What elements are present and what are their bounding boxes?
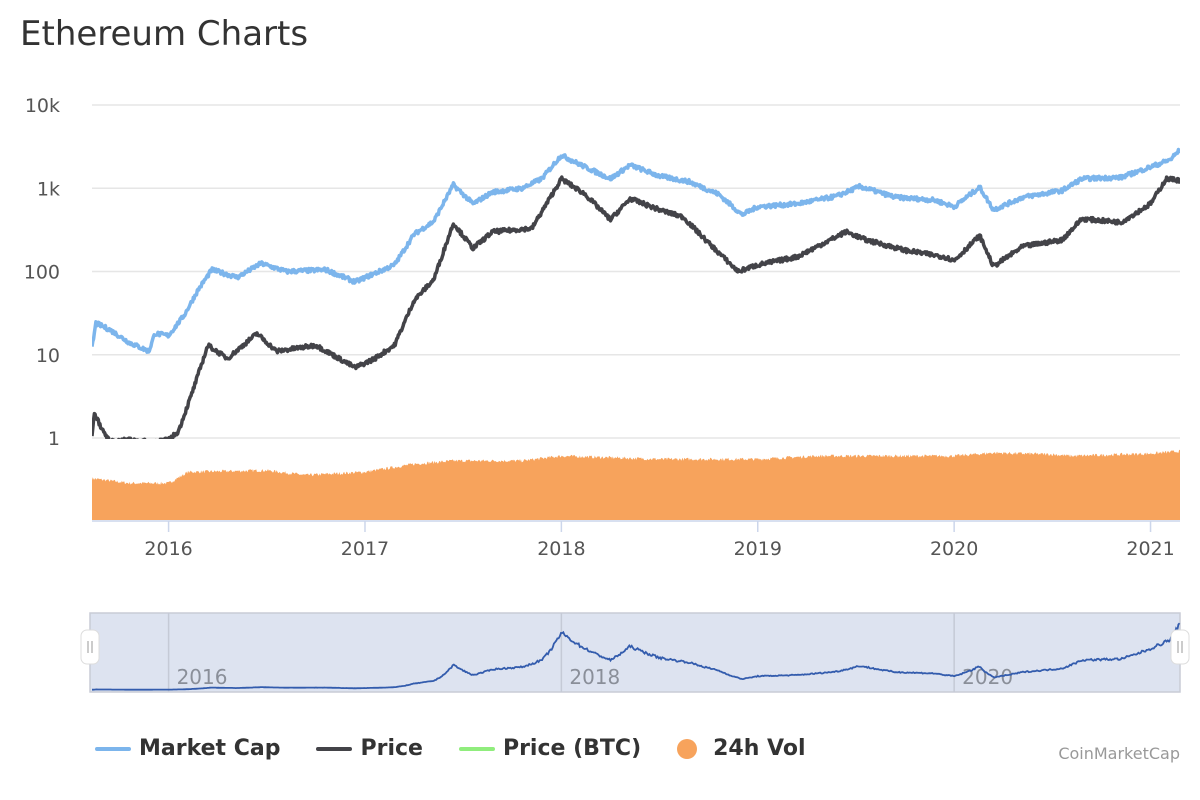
x-tick-label: 2019 [734,538,782,560]
legend: Market Cap Price Price (BTC) 24h Vol [95,736,842,761]
legend-swatch [316,746,353,751]
legend-swatch [95,746,131,751]
series-line-price [92,175,1180,439]
navigator-label: 2016 [177,665,228,689]
x-tick-label: 2020 [930,538,978,560]
legend-swatch [677,738,698,759]
handle-body [80,629,100,665]
y-tick-label: 1 [48,428,60,450]
navigator-handle-right[interactable] [1170,629,1190,665]
y-tick-label: 10k [25,95,60,117]
navigator-handle-left[interactable] [80,629,100,665]
legend-label: Price (BTC) [502,736,642,761]
series-line-market-cap [92,147,1180,354]
x-tick-label: 2017 [341,538,389,560]
legend-swatch [458,746,495,751]
navigator-label: 2018 [569,665,620,689]
legend-item-24h-vol[interactable]: 24h Vol [677,736,806,761]
chart-title: Ethereum Charts [20,14,309,54]
handle-body [1170,629,1190,665]
legend-item-price-btc[interactable]: Price (BTC) [458,736,642,761]
credits-link[interactable]: CoinMarketCap [1058,744,1180,763]
navigator-label: 2020 [962,665,1013,689]
navigator-series [92,622,1181,691]
y-tick-label: 1k [37,178,60,200]
x-tick-label: 2021 [1126,538,1174,560]
x-tick-label: 2016 [144,538,192,560]
x-tick-label: 2018 [537,538,585,560]
volume-area [92,449,1180,520]
legend-item-market-cap[interactable]: Market Cap [95,736,280,761]
legend-label: Market Cap [139,736,281,761]
legend-item-price[interactable]: Price [316,736,423,761]
navigator-mask [89,612,1181,693]
legend-label: 24h Vol [713,736,806,761]
y-tick-label: 10 [36,345,60,367]
legend-label: Price [360,736,423,761]
y-tick-label: 100 [24,262,60,284]
